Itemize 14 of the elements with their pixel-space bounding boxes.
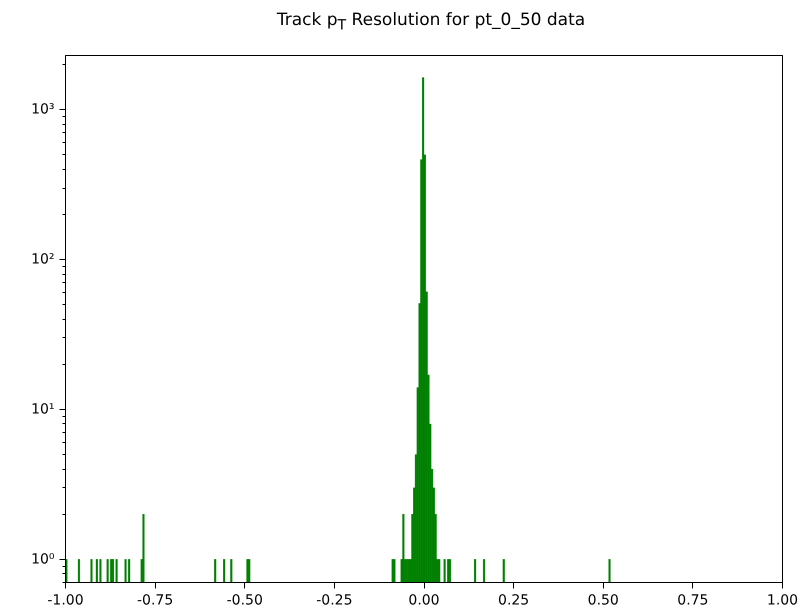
x-tick-label: 0.50 [588,592,619,608]
y-tick-label: 10⁰ [31,551,55,568]
y-tick-label: 10² [31,252,55,268]
x-tick-label: 0.25 [498,592,530,608]
x-tick-label: -0.25 [316,592,352,608]
x-tick-label: 1.00 [766,592,798,608]
x-tick-label: -1.00 [47,592,84,608]
x-tick-label: -0.50 [226,592,263,608]
y-tick-label: 10¹ [31,401,55,418]
x-tick-label: 0.75 [677,592,708,608]
y-tick-label: 10³ [31,102,55,118]
chart-title: Track p$_{T}$ Resolution for pt_0_50 data [276,9,586,36]
x-tick-label: 0.00 [408,592,440,608]
x-tick-label: -0.75 [137,592,174,608]
